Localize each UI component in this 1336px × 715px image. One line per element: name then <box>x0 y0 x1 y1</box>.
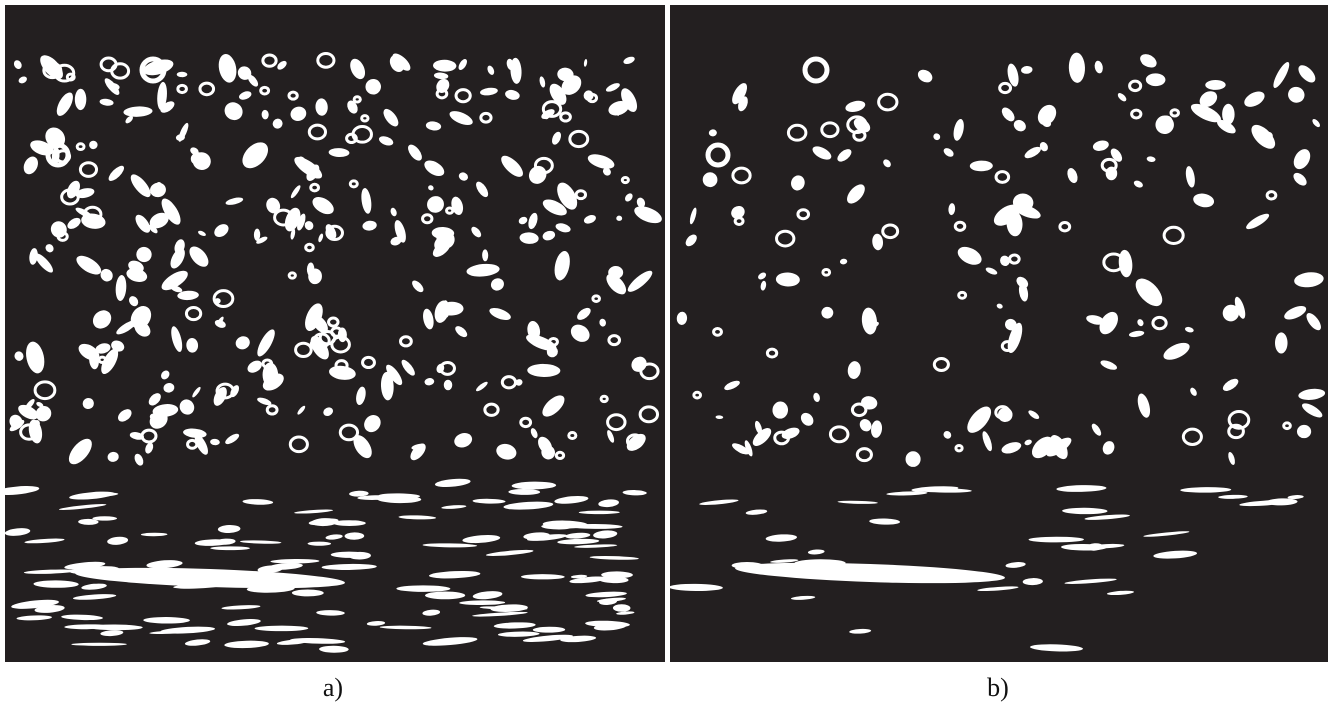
panel-b-image <box>670 5 1328 662</box>
panel-label: b) <box>987 673 1009 702</box>
figure: a) b) <box>0 0 1336 710</box>
blob <box>425 591 465 599</box>
blob <box>1275 332 1288 353</box>
panel-label: a) <box>323 673 343 702</box>
page: a) b) (() => { const data = JSON.parse(d… <box>0 0 1336 710</box>
blob <box>444 380 453 391</box>
